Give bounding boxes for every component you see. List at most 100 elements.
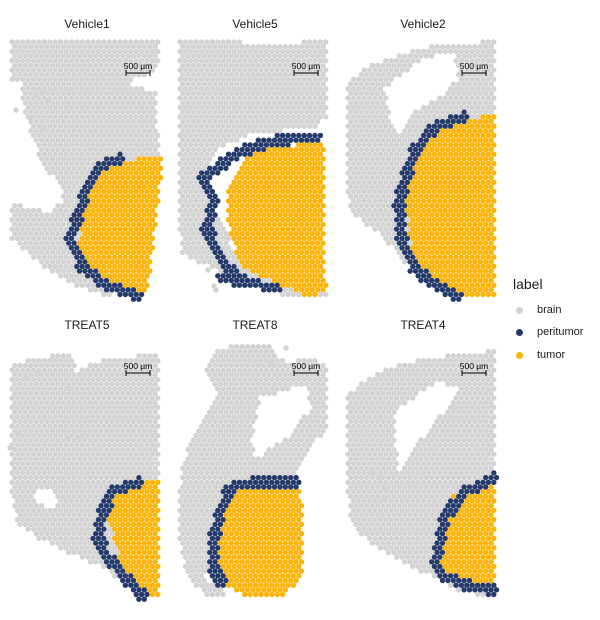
spot-brain [101, 386, 107, 392]
spot-brain [95, 498, 102, 504]
spot-peritumor [136, 474, 142, 481]
spot-tumor [98, 212, 104, 218]
spot-brain [255, 118, 261, 125]
spot-tumor [315, 231, 321, 237]
spot-brain [36, 517, 42, 523]
spot-brain [33, 362, 39, 369]
spot-tumor [285, 235, 291, 242]
spot-brain [79, 142, 85, 148]
spot-brain [190, 203, 197, 209]
spot-brain [41, 263, 48, 270]
spot-brain [47, 395, 53, 401]
spot-brain [136, 446, 142, 453]
spot-brain [49, 249, 56, 256]
spot-brain [193, 67, 199, 73]
spot-brain [250, 62, 256, 69]
spot-peritumor [423, 268, 429, 274]
spot-brain [47, 367, 53, 373]
spot-tumor [288, 193, 294, 199]
spot-tumor [472, 146, 478, 153]
spot-brain [109, 418, 115, 425]
spot-tumor [429, 137, 435, 143]
spot-tumor [106, 235, 112, 242]
spot-brain [464, 48, 470, 55]
spot-brain [101, 442, 107, 448]
spot-peritumor [76, 268, 83, 274]
spot-brain [60, 428, 66, 434]
spot-brain [74, 142, 80, 148]
spot-tumor [418, 240, 424, 246]
spot-peritumor [106, 563, 112, 570]
spot-brain [30, 414, 37, 420]
spot-tumor [429, 184, 435, 190]
spot-brain [57, 245, 64, 251]
spot-brain [82, 446, 88, 453]
spot-tumor [128, 263, 134, 270]
spot-brain [225, 39, 232, 45]
spot-brain [188, 170, 194, 176]
spot-brain [466, 90, 473, 97]
spot-tumor [141, 531, 147, 537]
spot-tumor [469, 226, 475, 232]
spot-tumor [136, 193, 142, 199]
spot-tumor [415, 217, 421, 223]
spot-tumor [152, 212, 158, 218]
spot-brain [383, 104, 389, 111]
spot-tumor [415, 254, 421, 260]
spot-brain [133, 386, 139, 392]
spot-brain [410, 58, 416, 64]
spot-tumor [445, 240, 451, 246]
spot-brain [52, 235, 58, 242]
spot-brain [120, 437, 126, 443]
spot-tumor [469, 188, 475, 195]
spot-brain [22, 240, 29, 246]
spot-brain [20, 76, 26, 83]
spot-brain [190, 137, 197, 143]
spot-brain [71, 531, 77, 537]
spot-tumor [282, 165, 288, 171]
spot-brain [258, 86, 264, 92]
spot-brain [33, 446, 39, 453]
spot-brain [63, 67, 69, 73]
spot-brain [106, 358, 112, 364]
spot-tumor [415, 188, 421, 195]
spot-brain [63, 226, 69, 232]
spot-tumor [285, 263, 291, 270]
spot-peritumor [101, 545, 107, 551]
spot-tumor [261, 203, 267, 209]
spot-brain [466, 44, 473, 50]
spot-brain [290, 58, 297, 64]
spot-tumor [103, 268, 110, 274]
spot-brain [228, 62, 234, 69]
spot-brain [109, 381, 115, 387]
spot-tumor [423, 240, 429, 246]
spot-tumor [106, 179, 112, 185]
spot-brain [372, 132, 378, 139]
spot-brain [20, 39, 26, 45]
spot-brain [101, 470, 107, 476]
spot-tumor [147, 249, 153, 256]
spot-brain [90, 517, 96, 523]
spot-brain [55, 456, 61, 462]
scale-bar-label: 500 µm [460, 61, 489, 71]
spot-brain [49, 540, 56, 546]
spot-brain [57, 207, 64, 214]
spot-tumor [111, 179, 118, 185]
spot-peritumor [242, 151, 248, 157]
spot-tumor [488, 165, 494, 171]
spot-peritumor [207, 193, 213, 199]
spot-brain [17, 503, 23, 509]
spot-brain [217, 240, 224, 246]
spot-tumor [474, 179, 481, 185]
spot-tumor [109, 203, 115, 209]
spot-tumor [412, 221, 419, 228]
spot-tumor [439, 137, 446, 143]
spot-brain [215, 114, 221, 120]
spot-brain [204, 254, 210, 260]
spot-brain [125, 100, 131, 106]
spot-brain [68, 507, 75, 514]
spot-brain [93, 446, 99, 453]
spot-brain [180, 109, 186, 115]
spot-brain [103, 400, 110, 406]
spot-brain [9, 207, 15, 214]
